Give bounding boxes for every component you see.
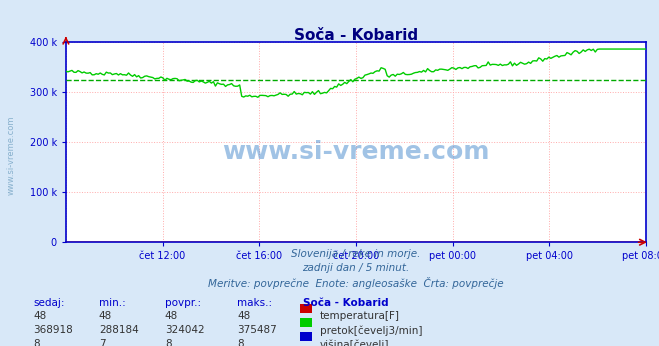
Text: min.:: min.: — [99, 298, 126, 308]
Text: višina[čevelj]: višina[čevelj] — [320, 339, 389, 346]
Text: temperatura[F]: temperatura[F] — [320, 311, 399, 321]
Text: 48: 48 — [165, 311, 178, 321]
Text: maks.:: maks.: — [237, 298, 272, 308]
Text: zadnji dan / 5 minut.: zadnji dan / 5 minut. — [302, 263, 409, 273]
Text: 375487: 375487 — [237, 325, 277, 335]
Text: Soča - Kobarid: Soča - Kobarid — [294, 28, 418, 43]
Text: Meritve: povprečne  Enote: angleosaške  Črta: povprečje: Meritve: povprečne Enote: angleosaške Čr… — [208, 277, 503, 289]
Text: pretok[čevelj3/min]: pretok[čevelj3/min] — [320, 325, 422, 336]
Text: 288184: 288184 — [99, 325, 138, 335]
Text: sedaj:: sedaj: — [33, 298, 65, 308]
Text: 368918: 368918 — [33, 325, 72, 335]
Text: 8: 8 — [165, 339, 171, 346]
Text: 324042: 324042 — [165, 325, 204, 335]
Text: Soča - Kobarid: Soča - Kobarid — [303, 298, 389, 308]
Text: 8: 8 — [237, 339, 244, 346]
Text: 48: 48 — [237, 311, 250, 321]
Text: Slovenija / reke in morje.: Slovenija / reke in morje. — [291, 249, 420, 259]
Text: 7: 7 — [99, 339, 105, 346]
Text: 8: 8 — [33, 339, 40, 346]
Text: povpr.:: povpr.: — [165, 298, 201, 308]
Text: 48: 48 — [99, 311, 112, 321]
Text: 48: 48 — [33, 311, 46, 321]
Text: www.si-vreme.com: www.si-vreme.com — [7, 116, 16, 195]
Text: www.si-vreme.com: www.si-vreme.com — [222, 140, 490, 164]
